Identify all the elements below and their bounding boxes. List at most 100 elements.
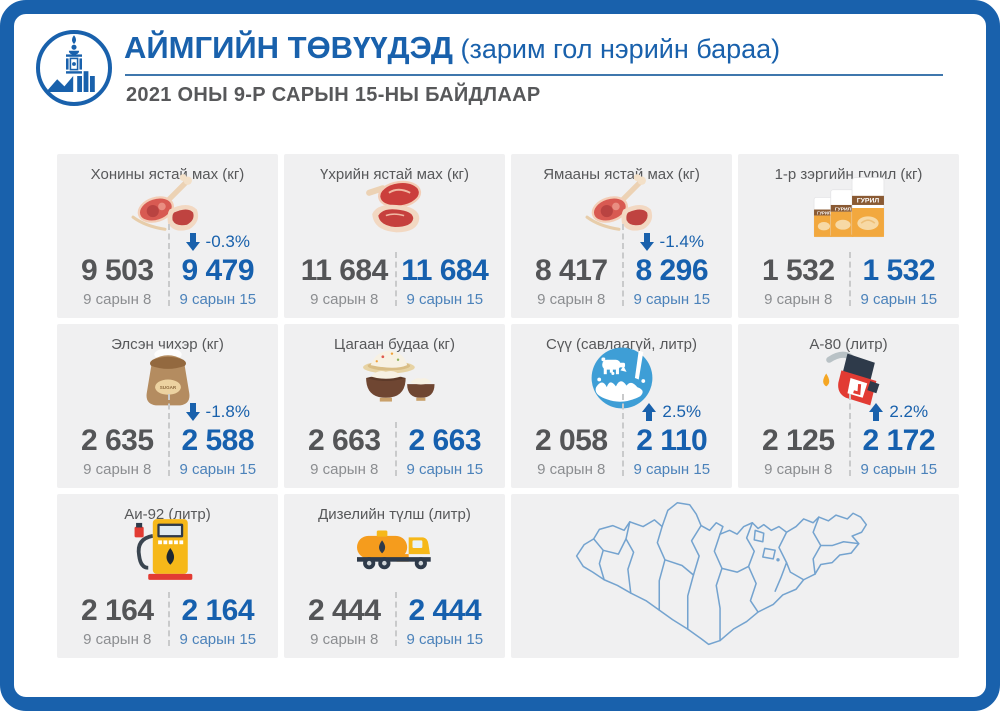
after-column: 2.2% 2 172 9 сарын 15 [849,402,950,478]
mongolia-provinces-map [575,502,868,646]
before-column: 2 164 9 сарын 8 [67,594,168,649]
date-after: 9 сарын 15 [179,291,257,308]
card-rice: Цагаан будаа (кг) 2 663 9 сарын 8 2 663 … [284,324,505,488]
dashed-divider [621,394,624,476]
date-after: 9 сарын 15 [633,461,711,478]
date-before: 9 сарын 8 [310,631,379,648]
card-icon-area [294,183,495,232]
card-title: Үхрийн ястай мах (кг) [320,166,469,183]
before-column: 1 532 9 сарын 8 [748,256,849,309]
after-column: 11 684 9 сарын 15 [395,254,496,309]
price-before: 11 684 [300,254,389,287]
after-column: -1.4% 8 296 9 сарын 15 [622,232,723,308]
price-after: 2 444 [408,594,482,627]
price-before: 2 663 [307,424,381,457]
before-column: 9 503 9 сарын 8 [67,254,168,309]
price-after: 2 588 [181,424,255,457]
card-goat-meat: Ямааны ястай мах (кг) 8 417 9 сарын 8 -1… [511,154,732,318]
cards-grid: Хонины ястай мах (кг) 9 503 9 сарын 8 -0… [57,154,959,658]
page-title: АЙМГИЙН ТӨВҮҮДЭД (зарим гол нэрийн бараа… [124,30,780,66]
dashed-divider [167,224,170,306]
price-comparison: 2 164 9 сарын 8 2 164 9 сарын 15 [67,572,268,648]
price-before: 2 635 [80,424,154,457]
date-before: 9 сарын 8 [83,291,152,308]
card-diesel: Дизелийн түлш (литр) 2 444 9 сарын 8 2 4… [284,494,505,658]
card-title: А-80 (литр) [809,336,888,353]
date-after: 9 сарын 15 [860,461,938,478]
change-percent: -0.3% [205,232,250,251]
card-title: Хонины ястай мах (кг) [90,166,245,183]
dashed-divider [394,592,397,646]
change-indicator: 2.5% [642,402,701,422]
date-after: 9 сарын 15 [633,291,711,308]
date-after: 9 сарын 15 [179,631,257,648]
change-indicator: -1.4% [639,232,704,252]
change-indicator: 2.2% [869,402,928,422]
date-before: 9 сарын 8 [537,291,606,308]
card-title: Элсэн чихэр (кг) [111,336,224,353]
price-after: 1 532 [862,254,936,287]
arrow-icon [185,403,200,421]
card-title: Дизелийн түлш (литр) [318,506,471,523]
card-title: 1-р зэргийн гурил (кг) [774,166,923,183]
before-column: 11 684 9 сарын 8 [294,254,395,309]
card-title: Сүү (савлаагүй, литр) [546,336,697,353]
change-percent: -1.4% [659,232,704,251]
title-underline [125,74,943,76]
date-before: 9 сарын 8 [310,461,379,478]
dashed-divider [167,592,170,646]
dashed-divider [394,422,397,476]
arrow-icon [869,403,884,421]
date-before: 9 сарын 8 [764,461,833,478]
before-column: 2 635 9 сарын 8 [67,424,168,479]
change-indicator: -1.8% [185,402,250,422]
after-column: -1.8% 2 588 9 сарын 15 [168,402,269,478]
price-before: 9 503 [80,254,154,287]
before-column: 2 663 9 сарын 8 [294,424,395,479]
price-comparison: 2 125 9 сарын 8 2.2% 2 172 9 сарын 15 [748,394,950,478]
after-column: 2.5% 2 110 9 сарын 15 [622,402,723,478]
before-column: 2 444 9 сарын 8 [294,594,395,649]
arrow-icon [642,403,657,421]
card-title: Ямааны ястай мах (кг) [543,166,700,183]
card-ai92: Аи-92 (литр) 2 164 9 сарын 8 2 164 9 сар… [57,494,278,658]
page-subtitle: 2021 ОНЫ 9-Р САРЫН 15-НЫ БАЙДЛААР [126,84,541,106]
dashed-divider [621,224,624,306]
price-comparison: 1 532 9 сарын 8 1 532 9 сарын 15 [748,232,949,308]
card-sheep-meat: Хонины ястай мах (кг) 9 503 9 сарын 8 -0… [57,154,278,318]
before-column: 8 417 9 сарын 8 [521,254,622,309]
card-flour: 1-р зэргийн гурил (кг) 1 532 9 сарын 8 1… [738,154,959,318]
price-after: 2 110 [636,424,708,457]
date-after: 9 сарын 15 [860,291,938,308]
price-before: 2 164 [80,594,154,627]
card-icon-area [748,183,949,232]
price-after: 11 684 [401,254,489,287]
card-milk: Сүү (савлаагүй, литр) 2 058 9 сарын 8 2.… [511,324,732,488]
date-before: 9 сарын 8 [83,461,152,478]
change-percent: 2.2% [889,402,929,421]
date-after: 9 сарын 15 [406,291,484,308]
card-beef-meat: Үхрийн ястай мах (кг) 11 684 9 сарын 8 1… [284,154,505,318]
card-icon-area [294,353,495,402]
date-after: 9 сарын 15 [406,631,484,648]
dashed-divider [394,252,397,306]
card-icon-area [294,523,495,572]
price-before: 8 417 [534,254,608,287]
mongolia-map-card [511,494,959,658]
price-before: 2 125 [761,424,835,457]
price-after: 2 164 [181,594,255,627]
nso-mongolia-logo-icon [36,30,112,106]
date-before: 9 сарын 8 [83,631,152,648]
price-comparison: 9 503 9 сарын 8 -0.3% 9 479 9 сарын 15 [67,224,268,309]
price-before: 2 444 [307,594,381,627]
price-after: 2 172 [862,424,936,457]
change-percent: 2.5% [662,402,702,421]
arrow-icon [185,233,200,251]
card-a80: А-80 (литр) 2 125 9 сарын 8 2.2% 2 172 9… [738,324,959,488]
dashed-divider [167,394,170,476]
price-comparison: 8 417 9 сарын 8 -1.4% 8 296 9 сарын 15 [521,224,723,309]
date-before: 9 сарын 8 [764,291,833,308]
after-column: 2 164 9 сарын 15 [168,594,269,649]
date-after: 9 сарын 15 [179,461,257,478]
card-icon-area [67,523,268,572]
